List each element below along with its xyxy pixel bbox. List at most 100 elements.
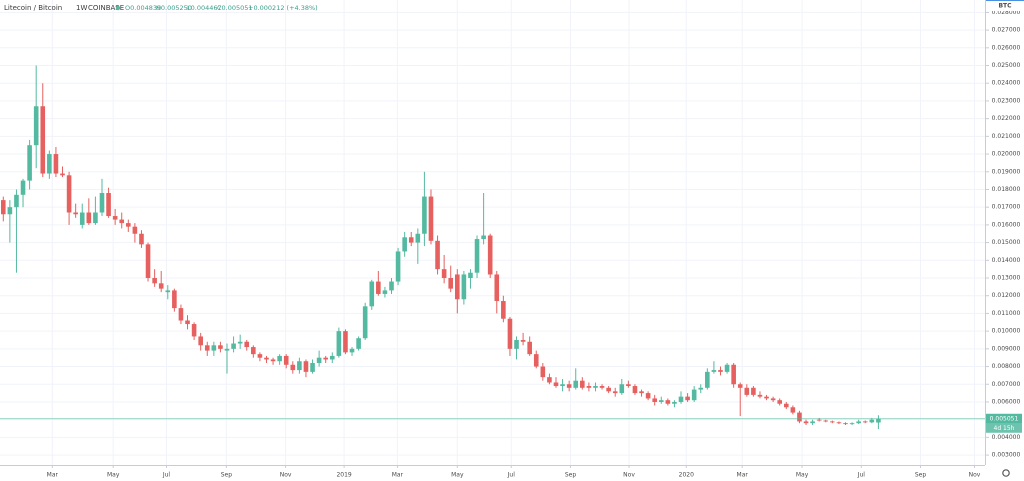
x-tick-label: May: [451, 472, 464, 479]
candle-body: [158, 283, 164, 289]
candle-body: [454, 274, 460, 300]
candle-body: [547, 377, 552, 383]
candle-body: [112, 216, 118, 220]
candle-body: [487, 235, 493, 275]
candle-body: [310, 363, 315, 372]
candle-body: [290, 364, 296, 371]
header: Litecoin / Bitcoin 1W COINBASE O0.004839…: [4, 4, 318, 12]
candle-body: [764, 396, 769, 399]
x-tick-label: Jul: [162, 472, 171, 479]
candle-body: [376, 281, 381, 294]
candle-body: [698, 387, 704, 390]
candle-body: [606, 387, 611, 392]
candle-body: [362, 306, 368, 339]
candle-body: [816, 419, 822, 421]
axes: 0.0030000.0040000.0050000.0060000.007000…: [47, 9, 1022, 479]
currency-label: BTC: [998, 3, 1012, 10]
y-tick-label: 0.006000: [992, 398, 1021, 405]
candle-body: [501, 301, 506, 319]
candle-body: [211, 345, 217, 351]
candle-body: [678, 396, 684, 402]
candle-body: [553, 382, 559, 387]
candle-body: [448, 278, 454, 289]
candle-body: [869, 419, 875, 423]
candle-body: [691, 389, 697, 401]
y-tick-label: 0.018000: [992, 186, 1021, 193]
candle-body: [277, 355, 282, 362]
x-tick-label: Nov: [623, 472, 635, 479]
candle-body: [810, 421, 815, 424]
candle-body: [428, 196, 434, 241]
y-tick-label: 0.013000: [992, 275, 1021, 282]
candle-body: [79, 212, 85, 225]
candle-body: [744, 387, 750, 395]
candle-body: [356, 338, 361, 349]
y-tick-label: 0.027000: [992, 27, 1021, 34]
candle-body: [474, 239, 480, 273]
candle-body: [652, 398, 657, 402]
candle-body: [783, 403, 789, 408]
ohlc-open: O0.004839: [125, 4, 161, 12]
y-tick-label: 0.026000: [992, 44, 1021, 51]
candle-body: [40, 106, 46, 174]
candle-body: [106, 193, 111, 217]
ohlc-high: H0.005250: [156, 4, 192, 12]
candle-body: [830, 421, 835, 423]
candle-body: [270, 359, 276, 362]
candle-body: [724, 364, 730, 372]
candle-body: [336, 331, 342, 356]
candle-body: [560, 384, 565, 387]
candle-body: [145, 244, 151, 279]
candle-body: [86, 212, 92, 224]
candle-body: [0, 200, 6, 215]
candle-body: [619, 384, 625, 394]
candle-body: [237, 341, 243, 344]
candle-body: [849, 423, 855, 425]
x-tick-label: Jul: [507, 472, 516, 479]
settings-button[interactable]: [1002, 469, 1010, 477]
candle-body: [14, 194, 19, 208]
y-tick-label: 0.008000: [992, 363, 1021, 370]
currency-box: [986, 0, 1024, 11]
candle-body: [665, 400, 671, 404]
y-tick-label: 0.016000: [992, 221, 1021, 228]
candle-body: [33, 106, 39, 146]
y-tick-label: 0.022000: [992, 115, 1021, 122]
candle-body: [283, 355, 289, 365]
y-tick-label: 0.020000: [992, 151, 1021, 158]
y-tick-label: 0.007000: [992, 381, 1021, 388]
candle-body: [132, 226, 138, 234]
y-tick-label: 0.023000: [992, 97, 1021, 104]
ohlc-close: C0.005051: [217, 4, 253, 12]
candle-body: [231, 343, 236, 349]
candle-body: [540, 366, 546, 378]
candle-body: [876, 418, 881, 423]
candle-body: [20, 180, 26, 195]
candle-body: [632, 386, 638, 394]
candle-body: [297, 361, 302, 371]
settings-icon[interactable]: [1002, 469, 1010, 477]
x-tick-label: Nov: [280, 472, 292, 479]
candle-body: [599, 386, 605, 388]
candle-body: [441, 269, 447, 279]
interval: 1W: [76, 4, 87, 12]
candle-body: [612, 391, 618, 394]
y-tick-label: 0.010000: [992, 328, 1021, 335]
candle-body: [711, 370, 717, 372]
candle-body: [507, 318, 513, 349]
candle-body: [257, 354, 263, 358]
candle-body: [139, 233, 144, 245]
y-tick-label: 0.014000: [992, 257, 1021, 264]
y-tick-label: 0.021000: [992, 133, 1021, 140]
x-tick-label: Nov: [969, 472, 981, 479]
candle-body: [737, 384, 743, 388]
candle-body: [580, 380, 585, 388]
countdown-label: 4d 15h: [994, 425, 1015, 432]
candle-body: [586, 386, 592, 388]
candle-body: [566, 384, 572, 388]
status-dot: [115, 5, 121, 11]
candle-body: [823, 420, 829, 422]
candle-body: [415, 233, 421, 243]
candle-body: [514, 339, 519, 349]
candle-body: [389, 281, 394, 291]
